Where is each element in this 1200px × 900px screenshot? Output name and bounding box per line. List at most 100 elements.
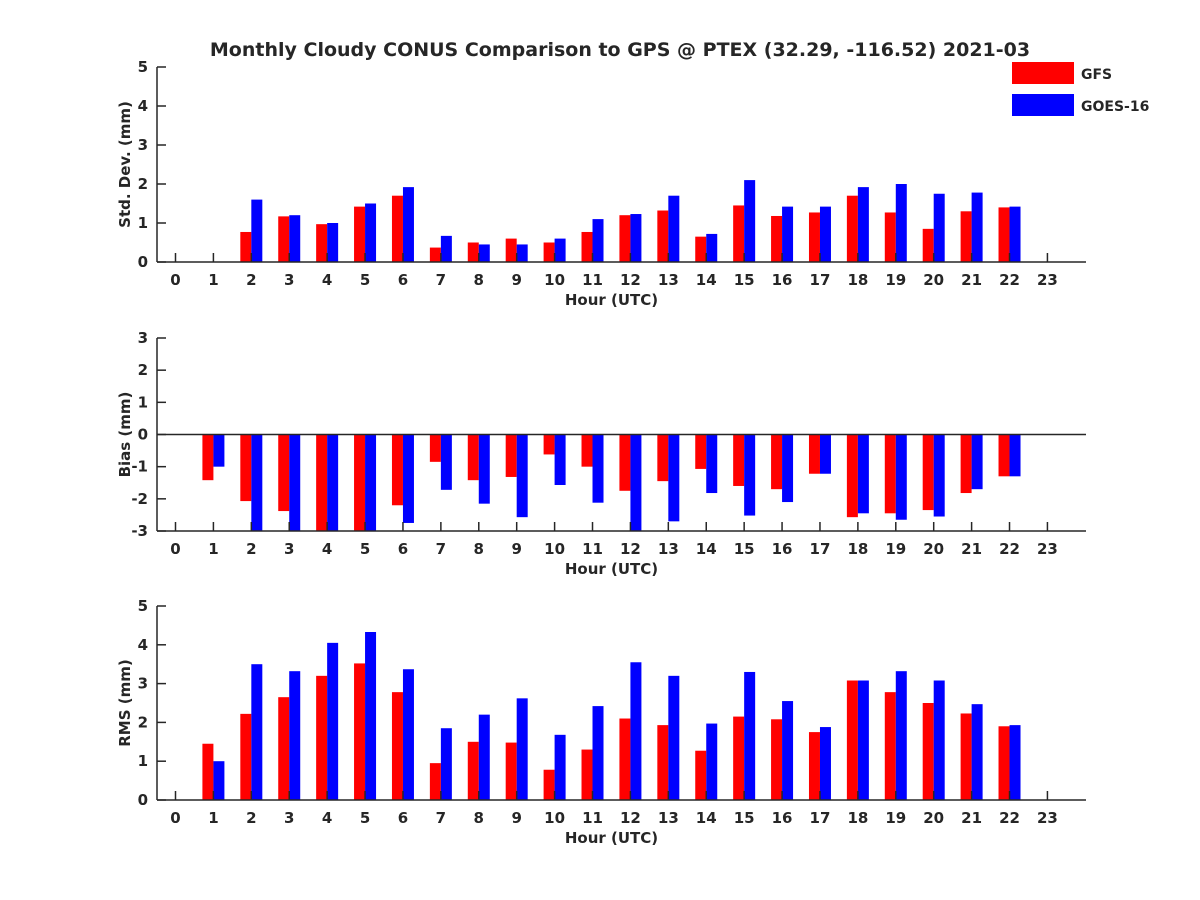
bar-goes16-hour-12 [630, 434, 642, 531]
legend-label-goes16: GOES-16 [1081, 99, 1149, 115]
x-tick-label: 4 [322, 540, 332, 558]
x-tick-label: 22 [999, 809, 1020, 827]
bar-gfs-hour-16 [771, 719, 783, 800]
x-tick-label: 18 [847, 540, 868, 558]
bar-goes16-hour-10 [554, 434, 566, 485]
x-tick-label: 10 [544, 540, 565, 558]
bar-gfs-hour-20 [922, 228, 934, 262]
bar-goes16-hour-14 [706, 434, 718, 494]
bar-gfs-hour-13 [657, 210, 669, 262]
y-tick-label: 2 [138, 361, 148, 379]
bar-goes16-hour-20 [933, 434, 945, 517]
y-tick-label: 4 [138, 636, 148, 654]
bar-gfs-hour-17 [808, 212, 820, 262]
bar-goes16-hour-4 [327, 642, 339, 800]
x-tick-label: 10 [544, 809, 565, 827]
bar-gfs-hour-12 [619, 718, 631, 800]
bar-goes16-hour-7 [440, 728, 452, 800]
bar-goes16-hour-8 [478, 714, 490, 800]
bar-gfs-hour-10 [543, 434, 555, 455]
x-tick-label: 15 [734, 809, 755, 827]
bar-goes16-hour-20 [933, 193, 945, 262]
bar-goes16-hour-6 [402, 187, 414, 262]
bar-goes16-hour-3 [289, 215, 301, 262]
bar-goes16-hour-9 [516, 698, 528, 800]
bar-gfs-hour-5 [354, 206, 366, 262]
y-tick-label: 0 [138, 791, 148, 809]
x-tick-label: 2 [246, 271, 256, 289]
bar-goes16-hour-9 [516, 244, 528, 262]
legend-swatch-goes16 [1012, 94, 1074, 116]
y-tick-label: 1 [138, 752, 148, 770]
x-axis-label: Hour (UTC) [565, 829, 658, 847]
x-tick-label: 8 [474, 540, 484, 558]
x-tick-label: 17 [810, 271, 831, 289]
y-tick-label: 0 [138, 426, 148, 444]
bar-goes16-hour-13 [668, 195, 680, 262]
legend-label-gfs: GFS [1081, 67, 1112, 83]
bar-goes16-hour-6 [402, 434, 414, 523]
bar-gfs-hour-12 [619, 434, 631, 491]
bar-gfs-hour-3 [278, 434, 290, 512]
bar-goes16-hour-10 [554, 734, 566, 800]
bar-gfs-hour-9 [505, 238, 517, 262]
x-tick-label: 23 [1037, 271, 1058, 289]
bar-gfs-hour-8 [467, 434, 479, 481]
x-tick-label: 15 [734, 540, 755, 558]
x-tick-label: 14 [696, 809, 717, 827]
x-tick-label: 20 [923, 540, 944, 558]
x-tick-label: 18 [847, 271, 868, 289]
bar-goes16-hour-16 [782, 701, 794, 800]
x-tick-label: 2 [246, 540, 256, 558]
x-tick-label: 3 [284, 540, 294, 558]
x-tick-label: 21 [961, 809, 982, 827]
x-tick-label: 10 [544, 271, 565, 289]
x-axis-label: Hour (UTC) [565, 291, 658, 309]
x-tick-label: 18 [847, 809, 868, 827]
x-tick-label: 19 [885, 540, 906, 558]
x-tick-label: 5 [360, 809, 370, 827]
x-tick-label: 23 [1037, 540, 1058, 558]
bar-gfs-hour-19 [884, 692, 896, 800]
x-tick-label: 19 [885, 271, 906, 289]
bar-goes16-hour-20 [933, 680, 945, 800]
x-tick-label: 7 [436, 809, 446, 827]
x-tick-label: 20 [923, 271, 944, 289]
x-tick-label: 16 [772, 271, 793, 289]
bar-goes16-hour-16 [782, 434, 794, 503]
bar-gfs-hour-18 [846, 680, 858, 800]
bar-gfs-hour-4 [316, 224, 328, 262]
x-tick-label: 22 [999, 540, 1020, 558]
legend-swatch-gfs [1012, 62, 1074, 84]
bar-goes16-hour-22 [1009, 725, 1021, 800]
bar-goes16-hour-21 [971, 704, 983, 800]
x-tick-label: 5 [360, 271, 370, 289]
bar-gfs-hour-7 [429, 763, 441, 800]
x-tick-label: 16 [772, 809, 793, 827]
x-tick-label: 0 [170, 809, 180, 827]
x-tick-label: 16 [772, 540, 793, 558]
x-tick-label: 13 [658, 271, 679, 289]
bar-goes16-hour-17 [819, 206, 831, 262]
bar-goes16-hour-4 [327, 223, 339, 262]
bar-gfs-hour-7 [429, 434, 441, 462]
y-axis-label: RMS (mm) [116, 659, 134, 746]
x-tick-label: 3 [284, 271, 294, 289]
bar-gfs-hour-16 [771, 434, 783, 490]
y-tick-label: 1 [138, 393, 148, 411]
bar-goes16-hour-18 [857, 434, 869, 514]
bar-gfs-hour-13 [657, 434, 669, 482]
bar-goes16-hour-12 [630, 662, 642, 800]
bar-goes16-hour-5 [365, 203, 377, 262]
bar-gfs-hour-9 [505, 742, 517, 800]
x-tick-label: 23 [1037, 809, 1058, 827]
x-tick-label: 11 [582, 271, 603, 289]
bar-goes16-hour-14 [706, 723, 718, 800]
chart-title: Monthly Cloudy CONUS Comparison to GPS @… [210, 39, 1030, 61]
y-tick-label: 3 [138, 136, 148, 154]
bar-goes16-hour-14 [706, 233, 718, 262]
bar-gfs-hour-2 [240, 434, 252, 502]
bar-gfs-hour-22 [998, 434, 1010, 477]
